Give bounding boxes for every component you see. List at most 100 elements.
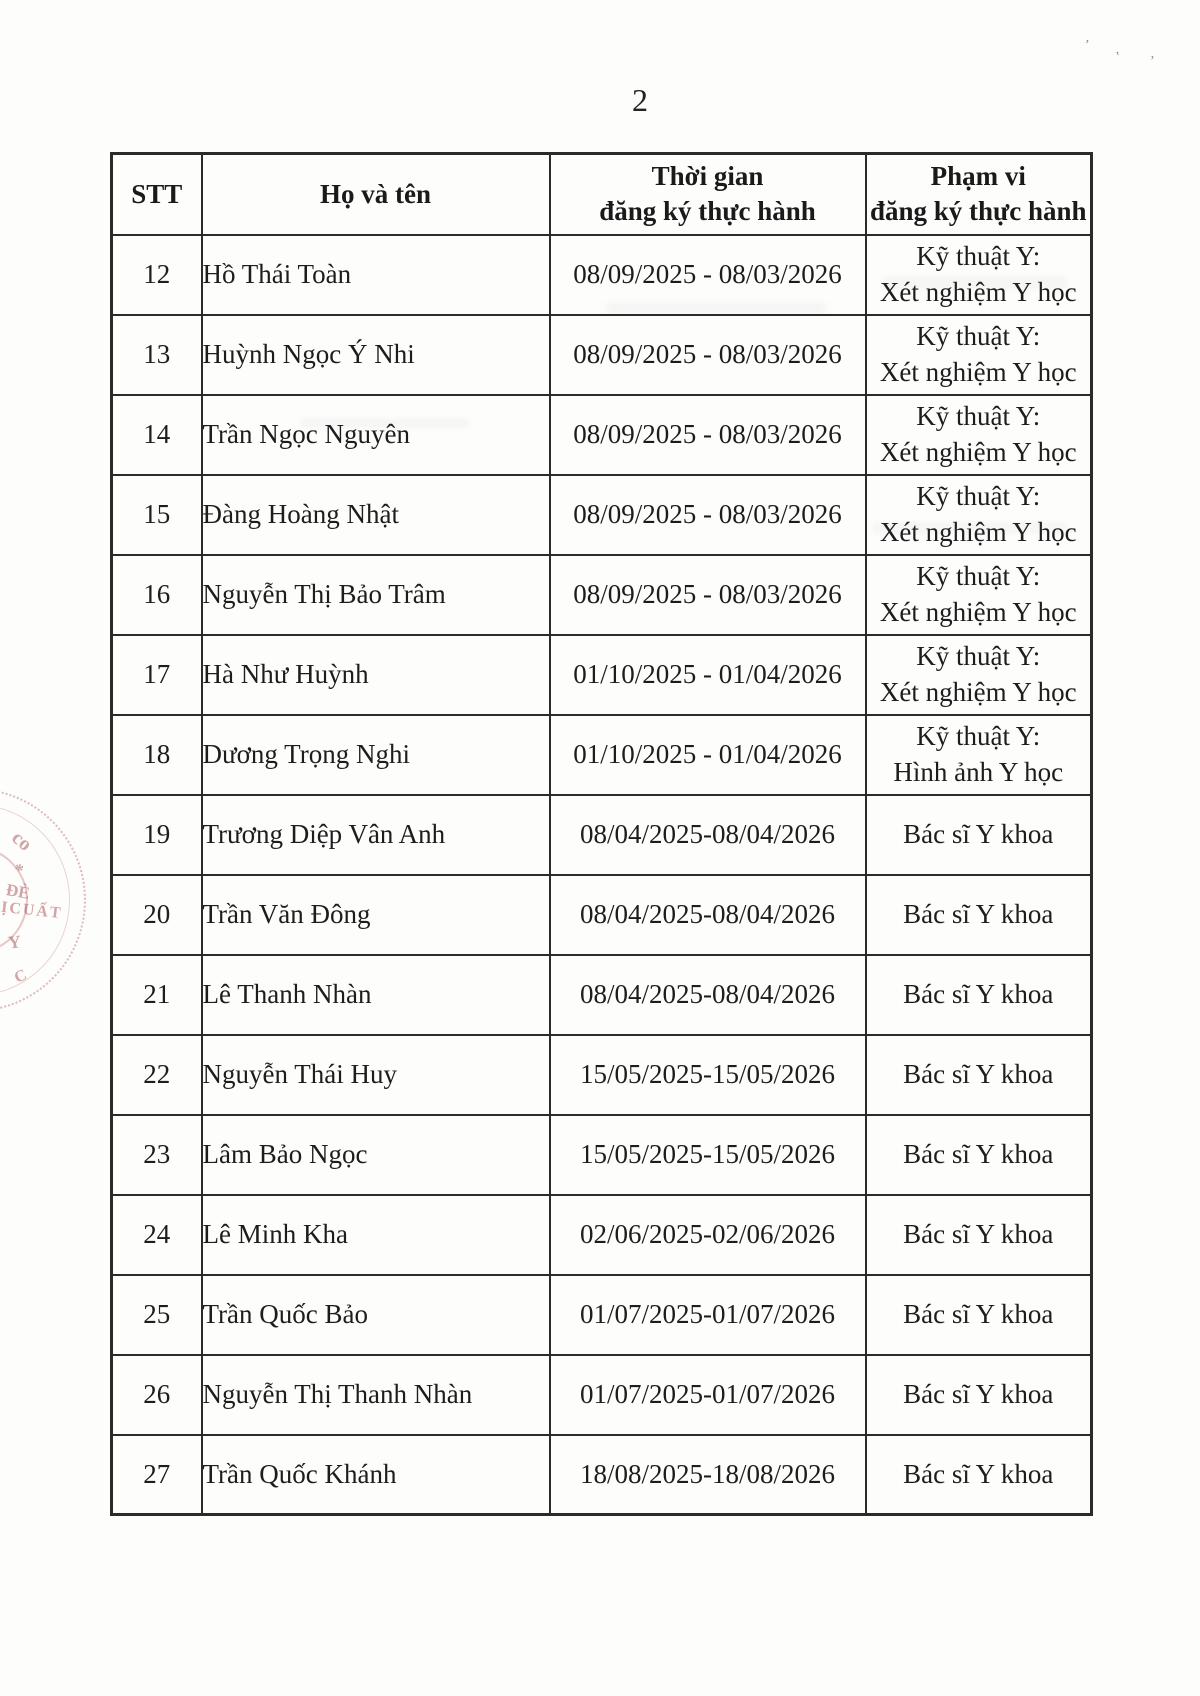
cell-time: 18/08/2025-18/08/2026 bbox=[548, 1433, 867, 1516]
cell-stt: 21 bbox=[110, 953, 203, 1036]
table-row: 16 Nguyễn Thị Bảo Trâm 08/09/2025 - 08/03/… bbox=[110, 553, 1093, 636]
table-row: 27 Trần Quốc Khánh 18/08/2025-18/08/2026 Bá… bbox=[110, 1433, 1093, 1516]
table-row: 12 Hồ Thái Toàn 08/09/2025 - 08/03/2026 Kỹ … bbox=[110, 233, 1093, 316]
stamp-text-fragment: ĐÈ bbox=[4, 880, 32, 903]
cell-scope: Bác sĩ Y khoa bbox=[864, 1113, 1093, 1196]
table-row: 26 Nguyễn Thị Thanh Nhàn 01/07/2025-01/07/… bbox=[110, 1353, 1093, 1436]
cell-name: Huỳnh Ngọc Ý Nhi bbox=[200, 313, 551, 396]
stamp-text-fragment: Y bbox=[6, 931, 22, 953]
cell-stt: 20 bbox=[110, 873, 203, 956]
cell-stt: 24 bbox=[110, 1193, 203, 1276]
cell-stt: 22 bbox=[110, 1033, 203, 1116]
cell-time: 01/10/2025 - 01/04/2026 bbox=[548, 713, 867, 796]
table-body: 12 Hồ Thái Toàn 08/09/2025 - 08/03/2026 Kỹ … bbox=[110, 233, 1093, 1516]
cell-name: Lê Thanh Nhàn bbox=[200, 953, 551, 1036]
cell-scope: Bác sĩ Y khoa bbox=[864, 873, 1093, 956]
cell-time: 08/04/2025-08/04/2026 bbox=[548, 873, 867, 956]
page-number: 2 bbox=[632, 82, 648, 118]
cell-stt: 25 bbox=[110, 1273, 203, 1356]
scan-artifact: ʽ bbox=[1114, 49, 1122, 66]
cell-name: Đàng Hoàng Nhật bbox=[200, 473, 551, 556]
table-row: 17 Hà Như Huỳnh 01/10/2025 - 01/04/2026 Kỹ … bbox=[110, 633, 1093, 716]
cell-time: 08/09/2025 - 08/03/2026 bbox=[548, 233, 867, 316]
cell-scope: Bác sĩ Y khoa bbox=[864, 953, 1093, 1036]
cell-scope: Kỹ thuật Y: Xét nghiệm Y học bbox=[864, 633, 1093, 716]
cell-time: 08/04/2025-08/04/2026 bbox=[548, 793, 867, 876]
cell-name: Trần Ngọc Nguyên bbox=[200, 393, 551, 476]
cell-stt: 14 bbox=[110, 393, 203, 476]
cell-time: 08/09/2025 - 08/03/2026 bbox=[548, 473, 867, 556]
stamp-outer-ring bbox=[0, 788, 86, 1012]
col-header-scope: Phạm vi đăng ký thực hành bbox=[864, 152, 1093, 236]
official-stamp: co * ĐÈ ỊCUẤT Y C bbox=[0, 788, 86, 1012]
cell-stt: 16 bbox=[110, 553, 203, 636]
cell-name: Nguyễn Thái Huy bbox=[200, 1033, 551, 1116]
cell-scope: Bác sĩ Y khoa bbox=[864, 1033, 1093, 1116]
col-header-time: Thời gian đăng ký thực hành bbox=[548, 152, 867, 236]
cell-name: Dương Trọng Nghi bbox=[200, 713, 551, 796]
practice-registration-table: STT Họ và tên Thời gian đăng ký thực hàn… bbox=[110, 152, 1093, 1516]
scan-artifact: ʼ bbox=[1082, 37, 1091, 54]
cell-time: 01/07/2025-01/07/2026 bbox=[548, 1353, 867, 1436]
cell-time: 15/05/2025-15/05/2026 bbox=[548, 1033, 867, 1116]
cell-time: 01/10/2025 - 01/04/2026 bbox=[548, 633, 867, 716]
cell-time: 02/06/2025-02/06/2026 bbox=[548, 1193, 867, 1276]
cell-stt: 19 bbox=[110, 793, 203, 876]
cell-time: 08/09/2025 - 08/03/2026 bbox=[548, 553, 867, 636]
cell-time: 01/07/2025-01/07/2026 bbox=[548, 1273, 867, 1356]
cell-name: Trần Văn Đông bbox=[200, 873, 551, 956]
cell-scope: Bác sĩ Y khoa bbox=[864, 1193, 1093, 1276]
cell-scope: Kỹ thuật Y: Xét nghiệm Y học bbox=[864, 393, 1093, 476]
table-row: 18 Dương Trọng Nghi 01/10/2025 - 01/04/202… bbox=[110, 713, 1093, 796]
scan-artifact: ʼ bbox=[1150, 54, 1155, 69]
table-row: 24 Lê Minh Kha 02/06/2025-02/06/2026 Bác sĩ… bbox=[110, 1193, 1093, 1276]
cell-scope: Bác sĩ Y khoa bbox=[864, 1353, 1093, 1436]
cell-scope: Bác sĩ Y khoa bbox=[864, 1433, 1093, 1516]
cell-time: 08/09/2025 - 08/03/2026 bbox=[548, 313, 867, 396]
cell-name: Nguyễn Thị Thanh Nhàn bbox=[200, 1353, 551, 1436]
cell-name: Trần Quốc Bảo bbox=[200, 1273, 551, 1356]
table-row: 14 Trần Ngọc Nguyên 08/09/2025 - 08/03/202… bbox=[110, 393, 1093, 476]
cell-name: Hà Như Huỳnh bbox=[200, 633, 551, 716]
table-row: 20 Trần Văn Đông 08/04/2025-08/04/2026 Bác … bbox=[110, 873, 1093, 956]
cell-name: Nguyễn Thị Bảo Trâm bbox=[200, 553, 551, 636]
cell-scope: Kỹ thuật Y: Xét nghiệm Y học bbox=[864, 553, 1093, 636]
col-header-name: Họ và tên bbox=[200, 152, 551, 236]
cell-scope: Bác sĩ Y khoa bbox=[864, 1273, 1093, 1356]
stamp-text-fragment: ỊCUẤT bbox=[0, 898, 64, 923]
cell-time: 15/05/2025-15/05/2026 bbox=[548, 1113, 867, 1196]
cell-scope: Kỹ thuật Y: Xét nghiệm Y học bbox=[864, 233, 1093, 316]
table-row: 13 Huỳnh Ngọc Ý Nhi 08/09/2025 - 08/03/202… bbox=[110, 313, 1093, 396]
cell-stt: 17 bbox=[110, 633, 203, 716]
cell-time: 08/04/2025-08/04/2026 bbox=[548, 953, 867, 1036]
cell-name: Lâm Bảo Ngọc bbox=[200, 1113, 551, 1196]
cell-scope: Kỹ thuật Y: Hình ảnh Y học bbox=[864, 713, 1093, 796]
stamp-text-fragment: * bbox=[11, 859, 26, 881]
table-row: 25 Trần Quốc Bảo 01/07/2025-01/07/2026 Bác … bbox=[110, 1273, 1093, 1356]
cell-stt: 27 bbox=[110, 1433, 203, 1516]
table-row: 21 Lê Thanh Nhàn 08/04/2025-08/04/2026 Bác … bbox=[110, 953, 1093, 1036]
stamp-text-fragment: C bbox=[11, 966, 30, 987]
table-row: 23 Lâm Bảo Ngọc 15/05/2025-15/05/2026 Bác s… bbox=[110, 1113, 1093, 1196]
cell-name: Hồ Thái Toàn bbox=[200, 233, 551, 316]
cell-stt: 13 bbox=[110, 313, 203, 396]
table-header-row: STT Họ và tên Thời gian đăng ký thực hàn… bbox=[110, 152, 1093, 236]
col-header-stt: STT bbox=[110, 152, 203, 236]
cell-name: Trương Diệp Vân Anh bbox=[200, 793, 551, 876]
cell-stt: 26 bbox=[110, 1353, 203, 1436]
cell-stt: 18 bbox=[110, 713, 203, 796]
cell-name: Trần Quốc Khánh bbox=[200, 1433, 551, 1516]
cell-stt: 12 bbox=[110, 233, 203, 316]
cell-time: 08/09/2025 - 08/03/2026 bbox=[548, 393, 867, 476]
cell-scope: Kỹ thuật Y: Xét nghiệm Y học bbox=[864, 313, 1093, 396]
cell-scope: Kỹ thuật Y: Xét nghiệm Y học bbox=[864, 473, 1093, 556]
table-row: 19 Trương Diệp Vân Anh 08/04/2025-08/04/20… bbox=[110, 793, 1093, 876]
table-row: 15 Đàng Hoàng Nhật 08/09/2025 - 08/03/2026… bbox=[110, 473, 1093, 556]
stamp-inner-ring bbox=[0, 846, 28, 954]
stamp-middle-ring bbox=[0, 804, 70, 996]
stamp-text-fragment: co bbox=[7, 826, 37, 856]
cell-name: Lê Minh Kha bbox=[200, 1193, 551, 1276]
cell-stt: 23 bbox=[110, 1113, 203, 1196]
cell-stt: 15 bbox=[110, 473, 203, 556]
